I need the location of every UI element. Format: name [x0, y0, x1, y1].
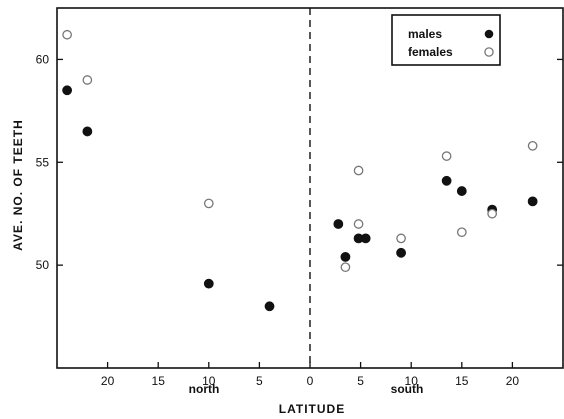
x-tick-label: 0	[307, 374, 314, 388]
x-axis-label: LATITUDE	[279, 402, 345, 416]
x-tick-label: 10	[405, 374, 419, 388]
y-axis-ticks: 50 55 60	[36, 52, 563, 272]
female-data-point	[82, 75, 93, 85]
legend-marker-males	[484, 29, 494, 39]
legend-marker-females	[484, 47, 494, 57]
x-tick-label: 10	[202, 374, 216, 388]
male-data-point	[360, 233, 371, 244]
female-data-point	[527, 140, 538, 151]
female-data-point	[396, 233, 406, 244]
data-points	[62, 29, 538, 312]
region-label-south: south	[391, 382, 424, 396]
male-data-point	[203, 278, 214, 289]
female-data-point	[203, 198, 214, 209]
male-data-point	[264, 301, 275, 312]
female-data-point	[441, 151, 452, 161]
x-tick-label: 20	[506, 374, 520, 388]
y-axis-label: AVE. NO. OF TEETH	[11, 119, 25, 250]
x-tick-label: 5	[357, 374, 364, 388]
male-data-point	[527, 196, 538, 207]
male-data-point	[82, 126, 93, 137]
y-tick-label: 55	[36, 155, 50, 169]
male-data-point	[340, 252, 351, 262]
female-data-point	[456, 227, 467, 238]
male-data-point	[396, 247, 406, 258]
x-tick-label: 5	[256, 374, 263, 388]
female-data-point	[487, 208, 498, 219]
x-tick-label: 15	[455, 374, 469, 388]
male-data-point	[62, 85, 73, 96]
legend-label-females: females	[408, 45, 453, 59]
male-data-point	[441, 175, 452, 186]
x-tick-label: 20	[101, 374, 115, 388]
y-tick-label: 50	[36, 258, 50, 272]
female-data-point	[353, 165, 364, 176]
male-data-point	[456, 186, 467, 196]
region-label-north: north	[189, 382, 220, 396]
legend: males females	[391, 14, 501, 66]
female-data-point	[62, 29, 72, 40]
x-axis-ticks: 20 15 10 5 0 5 10 15 20	[101, 362, 519, 388]
legend-label-males: males	[408, 27, 442, 41]
male-data-point	[333, 219, 344, 229]
female-data-point	[340, 262, 351, 273]
female-data-point	[353, 219, 364, 229]
x-tick-label: 15	[152, 374, 166, 388]
legend-box	[391, 14, 501, 66]
y-tick-label: 60	[36, 52, 50, 66]
